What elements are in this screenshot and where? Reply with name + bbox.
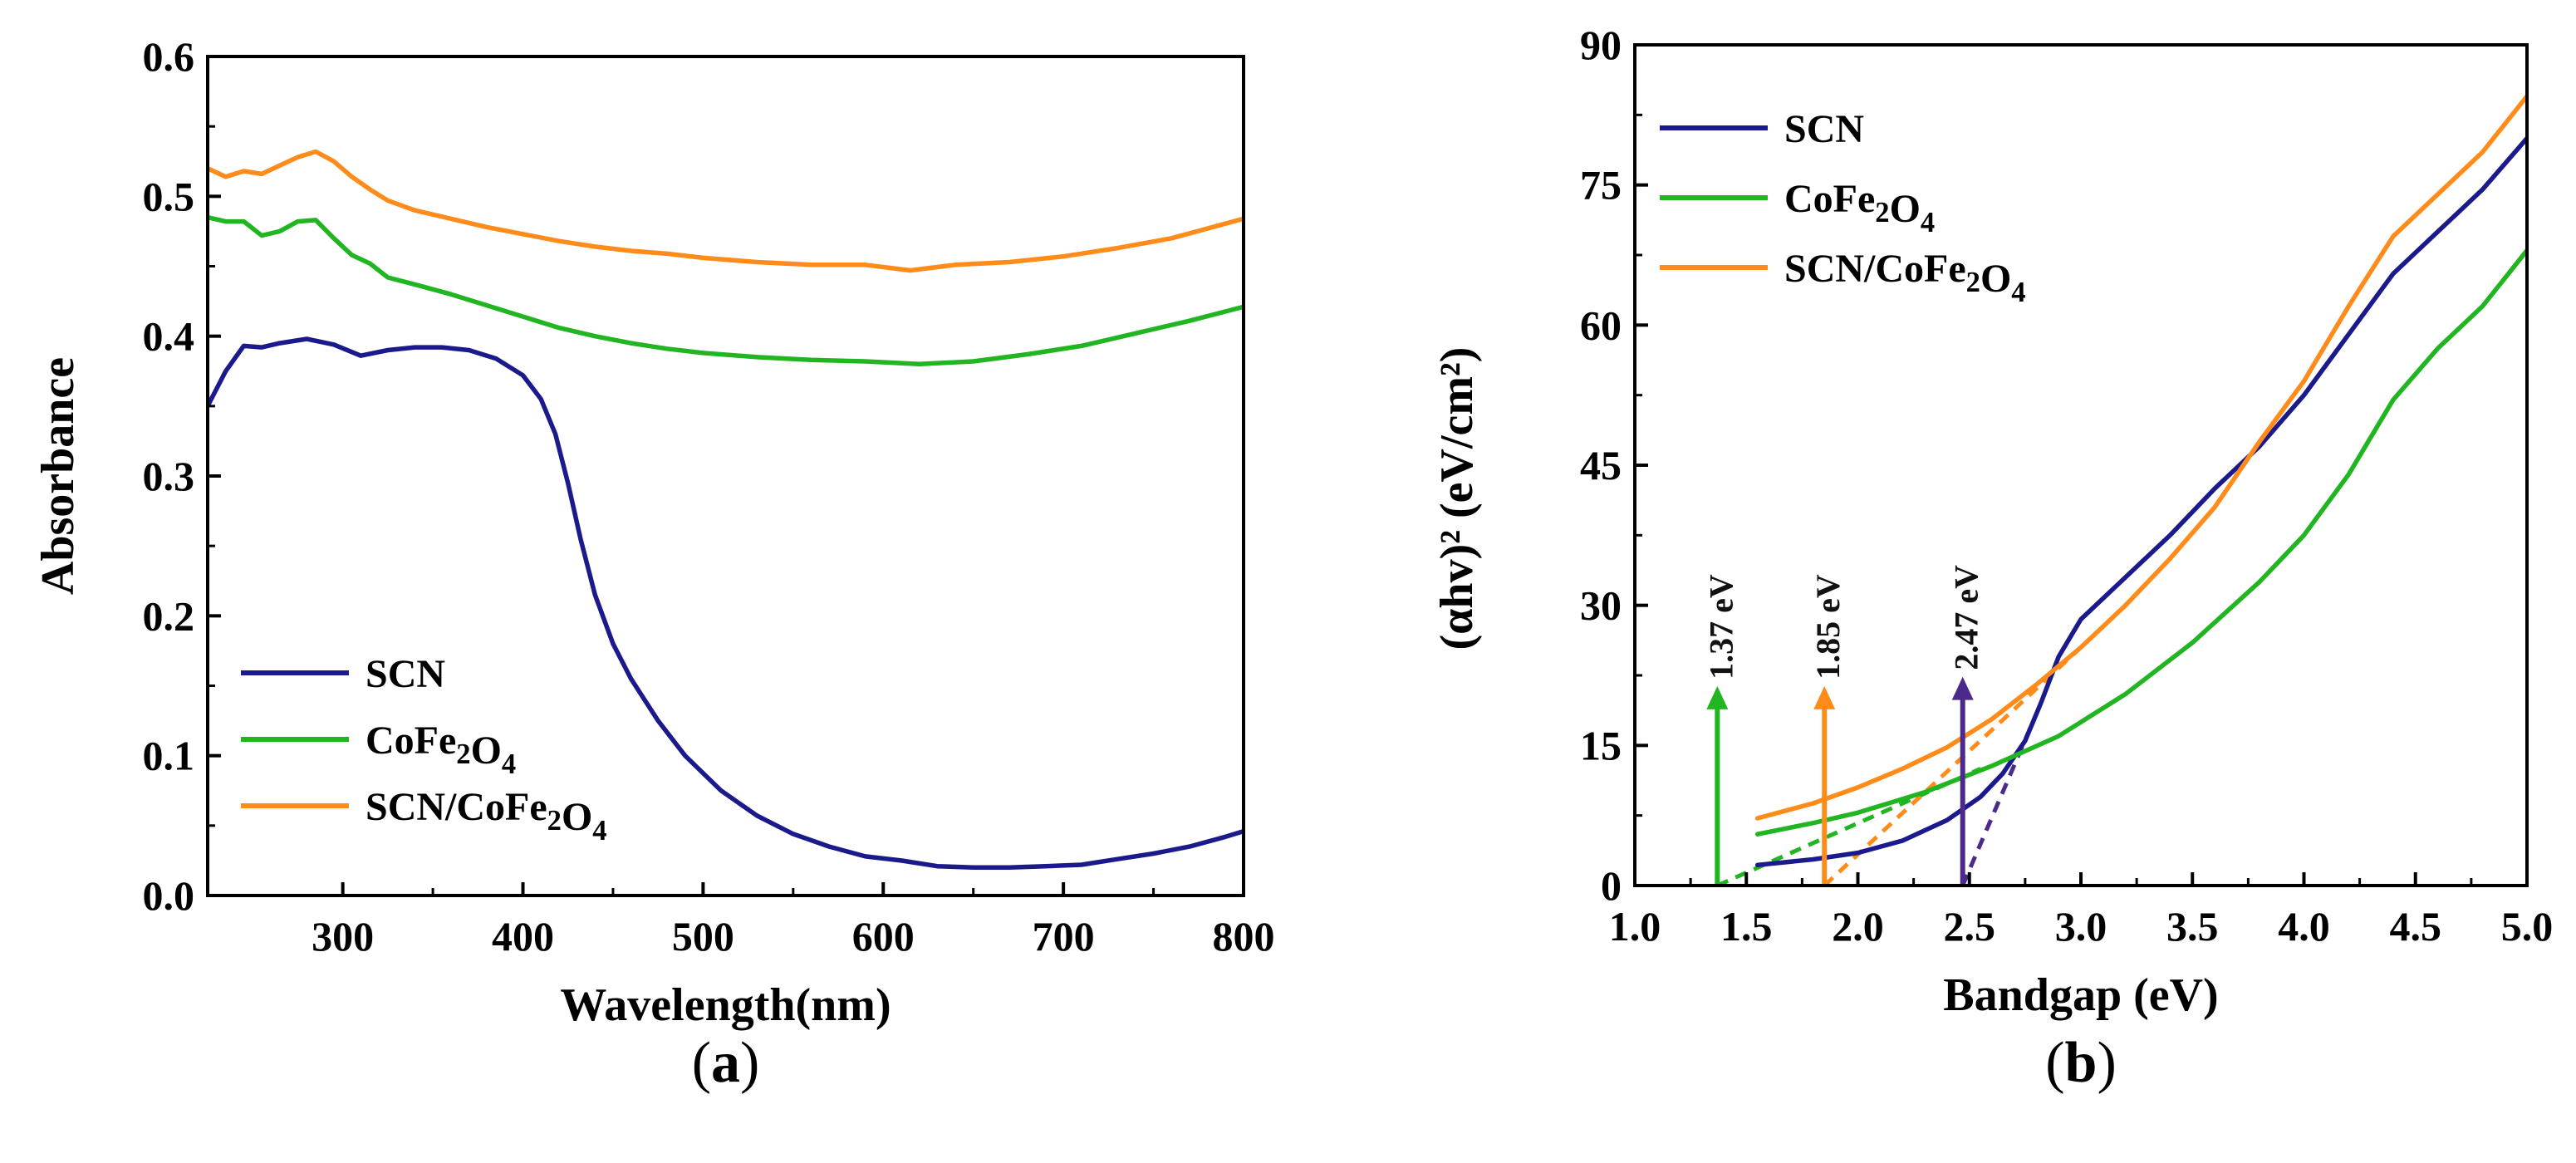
y-tick-label: 15 bbox=[1580, 722, 1622, 768]
legend-label: CoFe2O4 bbox=[366, 719, 516, 780]
x-tick-label: 800 bbox=[1213, 913, 1275, 959]
x-tick-label: 3.5 bbox=[2166, 903, 2219, 950]
legend-item-scn: SCN bbox=[1660, 107, 1864, 151]
series-line-scn-cofe-o bbox=[208, 149, 1244, 273]
y-tick-label: 30 bbox=[1580, 582, 1622, 629]
y-tick-label: 0.0 bbox=[143, 872, 195, 919]
series-line-scn bbox=[208, 336, 1244, 871]
x-tick-label: 4.5 bbox=[2390, 903, 2442, 950]
y-tick-label: 0.2 bbox=[143, 592, 195, 639]
y-tick-label: 60 bbox=[1580, 302, 1622, 348]
y-tick-label: 75 bbox=[1580, 162, 1622, 209]
legend-item-scn-cofe-o: SCN/CoFe2O4 bbox=[241, 785, 607, 846]
bandgap-arrowhead-1-85-ev bbox=[1813, 685, 1836, 709]
y-tick-label: 90 bbox=[1580, 22, 1622, 68]
legend-label: CoFe2O4 bbox=[1784, 177, 1935, 238]
x-axis-title: Wavelength(nm) bbox=[560, 979, 891, 1031]
y-tick-label: 0 bbox=[1601, 862, 1622, 909]
legend-item-scn: SCN bbox=[241, 652, 445, 696]
y-axis-title: Absorbance bbox=[32, 357, 84, 595]
series-line-cofe-o bbox=[1754, 248, 2527, 837]
y-tick-label: 0.4 bbox=[143, 313, 195, 360]
x-tick-label: 300 bbox=[312, 913, 374, 959]
plot-frame bbox=[1633, 43, 2529, 887]
y-tick-label: 0.1 bbox=[143, 733, 195, 779]
bandgap-arrowhead-1-37-ev bbox=[1706, 685, 1729, 709]
x-tick-label: 700 bbox=[1033, 913, 1095, 959]
y-axis-title: (αhv)² (eV/cm²) bbox=[1431, 347, 1483, 650]
y-tick-label: 0.3 bbox=[143, 453, 195, 499]
bandgap-label-1-37-ev: 1.37 eV bbox=[1702, 574, 1739, 680]
series-line-scn bbox=[1754, 135, 2527, 868]
legend-item-cofe-o: CoFe2O4 bbox=[1660, 177, 1935, 238]
y-tick-label: 0.6 bbox=[143, 33, 195, 80]
y-tick-label: 45 bbox=[1580, 442, 1622, 488]
bandgap-label-1-85-ev: 1.85 eV bbox=[1809, 574, 1847, 680]
legend-label: SCN/CoFe2O4 bbox=[1784, 247, 2026, 308]
legend-item-cofe-o: CoFe2O4 bbox=[241, 719, 516, 780]
bandgap-label-2-47-ev: 2.47 eV bbox=[1948, 565, 1985, 670]
panel-b-chart: 1.37 eV 1.85 eV 2.47 eV 1.0 1.5 2.0 2.5 3.0 3.5 4… bbox=[1431, 22, 2553, 1095]
x-tick-label: 2.0 bbox=[1832, 903, 1884, 950]
panel-label: (b) bbox=[2045, 1031, 2117, 1095]
series-line-cofe-o bbox=[208, 214, 1244, 367]
x-tick-label: 4.0 bbox=[2278, 903, 2330, 950]
x-tick-label: 1.0 bbox=[1609, 903, 1661, 950]
legend-label: SCN/CoFe2O4 bbox=[366, 785, 607, 846]
panel-label: (a) bbox=[692, 1031, 760, 1095]
series-line-scn-cofe-o bbox=[1754, 94, 2527, 821]
panel-a-chart: 300 400 500 600 700 800 0.0 0.1 0.2 0.3 0.4 0.5 0.6 W… bbox=[32, 33, 1275, 1095]
legend-label: SCN bbox=[1784, 107, 1864, 151]
x-tick-label: 500 bbox=[672, 913, 734, 959]
x-axis-title: Bandgap (eV) bbox=[1943, 969, 2218, 1021]
x-tick-label: 5.0 bbox=[2501, 903, 2554, 950]
legend-label: SCN bbox=[366, 652, 445, 696]
bandgap-arrowhead-2-47-ev bbox=[1951, 676, 1974, 700]
legend: SCN CoFe2O4 SCN/CoFe2O4 bbox=[1660, 107, 2026, 308]
x-tick-label: 600 bbox=[852, 913, 915, 959]
legend-item-scn-cofe-o: SCN/CoFe2O4 bbox=[1660, 247, 2026, 308]
x-tick-label: 3.0 bbox=[2055, 903, 2107, 950]
x-tick-label: 2.5 bbox=[1944, 903, 1996, 950]
x-tick-label: 1.5 bbox=[1720, 903, 1773, 950]
x-tick-label: 400 bbox=[492, 913, 554, 959]
y-tick-label: 0.5 bbox=[143, 173, 195, 219]
